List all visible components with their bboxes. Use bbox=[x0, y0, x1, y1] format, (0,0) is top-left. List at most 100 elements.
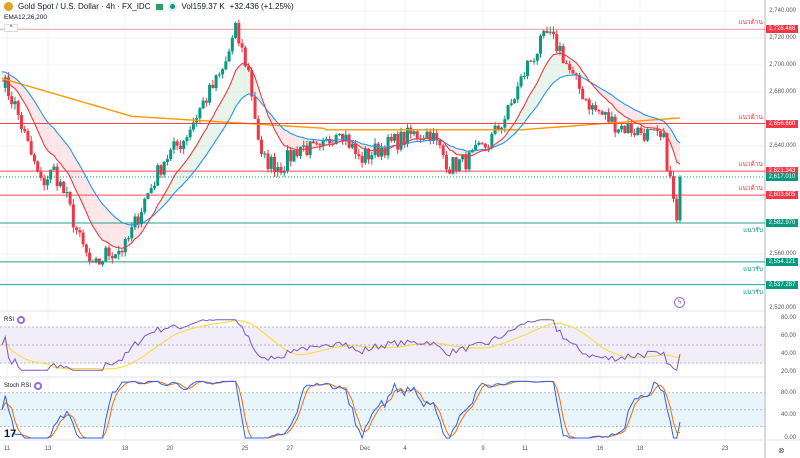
candle-up bbox=[172, 141, 176, 150]
ema-cloud bbox=[44, 117, 48, 151]
collapse-legend-button[interactable]: ^ bbox=[4, 24, 18, 32]
ema-cloud bbox=[566, 55, 570, 76]
candle-up bbox=[380, 147, 384, 157]
ema-cloud bbox=[199, 133, 204, 164]
candle-up bbox=[386, 136, 390, 156]
ema-indicator-label[interactable]: EMA12,26,200 bbox=[4, 14, 48, 21]
candle-up bbox=[516, 86, 520, 100]
candle-up bbox=[143, 198, 147, 213]
ema200-line bbox=[1, 77, 681, 131]
candle-up bbox=[603, 112, 607, 115]
ema-cloud bbox=[57, 132, 61, 164]
candle-down bbox=[260, 139, 264, 154]
candle-up bbox=[302, 145, 306, 147]
candle-down bbox=[311, 141, 315, 144]
ema-cloud bbox=[216, 104, 220, 141]
candle-up bbox=[221, 69, 225, 75]
time-axis-tick: 16 bbox=[596, 446, 604, 452]
candle-down bbox=[71, 204, 75, 228]
candle-up bbox=[558, 46, 562, 52]
candle-down bbox=[318, 144, 322, 146]
candle-down bbox=[42, 177, 46, 186]
ema-cloud bbox=[553, 54, 557, 83]
settings-icon[interactable] bbox=[17, 316, 26, 324]
candle-down bbox=[555, 34, 559, 52]
ema-cloud bbox=[556, 52, 560, 81]
candle-up bbox=[461, 154, 465, 160]
candle-down bbox=[6, 77, 10, 96]
candle-down bbox=[577, 75, 581, 89]
ema-cloud bbox=[73, 154, 77, 192]
candle-down bbox=[441, 145, 445, 156]
candle-down bbox=[39, 171, 43, 178]
candle-up bbox=[58, 181, 62, 187]
ema-cloud bbox=[118, 220, 123, 249]
candle-down bbox=[279, 166, 283, 173]
gold-logo-icon bbox=[4, 2, 13, 11]
symbol-header: Gold Spot / U.S. Dollar · 4h · FX_IDC Vo… bbox=[4, 2, 294, 11]
candle-down bbox=[444, 155, 448, 170]
candle-down bbox=[435, 133, 439, 140]
candle-up bbox=[162, 162, 166, 175]
ema-cloud bbox=[96, 194, 100, 237]
level-price-tag: 2,656.660 bbox=[766, 119, 798, 128]
rsi-pane-label[interactable]: RSI bbox=[4, 316, 26, 324]
reset-scale-icon[interactable]: ⊗ bbox=[778, 446, 785, 455]
candle-up bbox=[522, 75, 526, 77]
candle-up bbox=[678, 177, 682, 221]
ema-cloud bbox=[534, 82, 538, 110]
stoch-pane-label[interactable]: Stoch RSI bbox=[4, 382, 43, 390]
candle-down bbox=[438, 139, 442, 146]
candle-up bbox=[139, 212, 143, 225]
time-axis-tick: 9 bbox=[481, 446, 485, 452]
lightning-icon[interactable]: ϟ bbox=[674, 297, 685, 308]
ema-cloud bbox=[459, 149, 463, 155]
price-axis-tick: 2,720.000 bbox=[769, 35, 796, 41]
candle-down bbox=[295, 150, 299, 157]
candle-down bbox=[613, 116, 617, 133]
time-axis-tick: 11 bbox=[521, 446, 529, 452]
candle-up bbox=[191, 122, 195, 130]
candle-up bbox=[344, 134, 348, 141]
candle-up bbox=[104, 247, 108, 262]
candle-up bbox=[114, 254, 118, 259]
candle-up bbox=[149, 187, 153, 194]
ema-cloud bbox=[293, 134, 298, 151]
candle-down bbox=[107, 247, 111, 257]
rsi-band bbox=[0, 327, 765, 363]
candle-down bbox=[568, 63, 572, 70]
candle-down bbox=[243, 47, 247, 67]
candle-down bbox=[396, 133, 400, 150]
candle-down bbox=[211, 84, 215, 89]
symbol-title[interactable]: Gold Spot / U.S. Dollar · 4h · FX_IDC bbox=[18, 2, 151, 11]
ema-cloud bbox=[530, 88, 535, 114]
ema-cloud bbox=[225, 87, 230, 126]
candle-up bbox=[321, 140, 325, 146]
ema-cloud bbox=[112, 214, 116, 248]
ema-cloud bbox=[621, 102, 625, 117]
ema-cloud bbox=[280, 126, 285, 146]
settings-icon[interactable] bbox=[34, 382, 43, 390]
time-axis-tick: 27 bbox=[286, 446, 294, 452]
candle-up bbox=[363, 148, 367, 163]
ema-cloud bbox=[290, 133, 294, 149]
ema-cloud bbox=[186, 155, 191, 181]
level-price-tag: 2,621.343 bbox=[766, 167, 798, 176]
ema-cloud bbox=[527, 93, 531, 119]
candle-up bbox=[542, 30, 546, 37]
tradingview-logo[interactable]: 17 bbox=[4, 428, 17, 440]
candle-down bbox=[415, 131, 419, 139]
candle-up bbox=[269, 156, 273, 170]
ema-cloud bbox=[229, 79, 233, 120]
candle-down bbox=[597, 109, 601, 112]
candle-up bbox=[152, 185, 156, 188]
candle-up bbox=[3, 77, 7, 88]
candle-down bbox=[376, 143, 380, 157]
ema-cloud bbox=[521, 105, 525, 127]
candle-up bbox=[65, 192, 69, 194]
ema-cloud bbox=[47, 121, 51, 154]
stoch-axis-tick: 0.00 bbox=[784, 435, 796, 441]
ema-cloud bbox=[190, 150, 194, 177]
ema-cloud bbox=[232, 70, 236, 114]
